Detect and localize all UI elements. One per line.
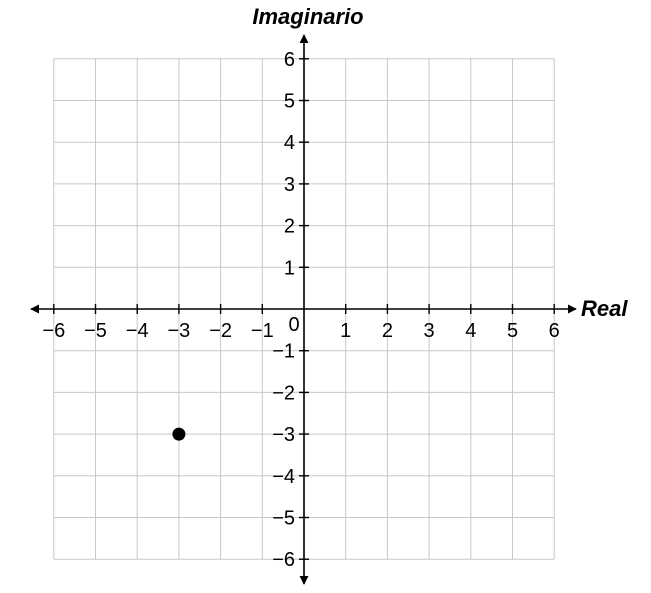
x-tick-label: 5 xyxy=(507,320,518,342)
y-tick-label: 3 xyxy=(284,174,295,196)
x-tick-label: 6 xyxy=(549,320,560,342)
x-tick-label: −1 xyxy=(251,320,274,342)
y-tick-label: 5 xyxy=(284,91,295,113)
axes xyxy=(30,34,577,585)
y-tick-label: −2 xyxy=(272,382,295,404)
tick-labels: 0 −6 −5 −4 −3 −2 −1 1 2 3 4 5 6 6 5 4 3 2 1 −1 −2 −3 −4 −5 −6 xyxy=(42,49,559,571)
x-tick-label: −3 xyxy=(167,320,190,342)
tick-marks xyxy=(53,58,555,560)
origin-label: 0 xyxy=(288,314,299,336)
x-tick-label: −2 xyxy=(209,320,232,342)
y-tick-label: −4 xyxy=(272,466,295,488)
y-tick-label: 1 xyxy=(284,257,295,279)
x-tick-label: −6 xyxy=(42,320,65,342)
y-tick-label: −3 xyxy=(272,424,295,446)
x-axis-title: Real xyxy=(581,296,628,321)
x-tick-label: −5 xyxy=(84,320,107,342)
y-tick-label: −6 xyxy=(272,549,295,571)
y-tick-label: 2 xyxy=(284,216,295,238)
x-tick-label: −4 xyxy=(126,320,149,342)
data-point xyxy=(172,427,186,441)
y-axis-title: Imaginario xyxy=(252,4,363,29)
x-tick-label: 2 xyxy=(382,320,393,342)
y-tick-label: −1 xyxy=(272,341,295,363)
x-tick-label: 4 xyxy=(465,320,476,342)
y-tick-label: 4 xyxy=(284,132,295,154)
y-tick-label: −5 xyxy=(272,508,295,530)
x-tick-label: 1 xyxy=(340,320,351,342)
data-points xyxy=(172,427,186,441)
x-tick-label: 3 xyxy=(424,320,435,342)
y-tick-label: 6 xyxy=(284,49,295,71)
